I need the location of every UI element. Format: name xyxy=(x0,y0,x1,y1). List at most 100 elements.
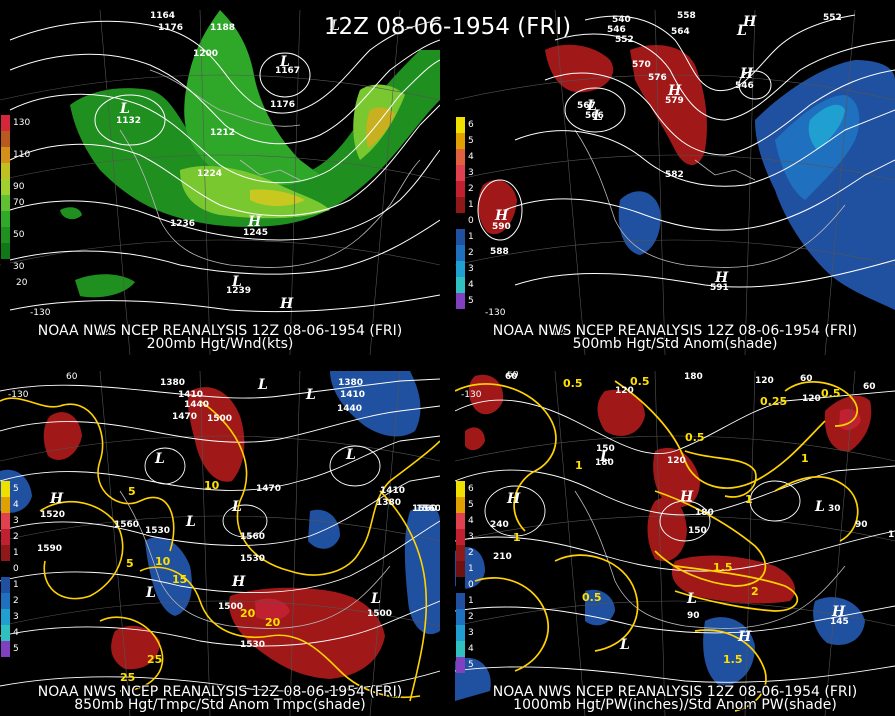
contour-label: 1212 xyxy=(210,128,235,138)
jet-max xyxy=(250,189,305,206)
contour-label: 1236 xyxy=(170,219,195,229)
contour-label: 546 xyxy=(607,25,626,35)
legend-label: 1 xyxy=(13,548,19,558)
contour-label: 552 xyxy=(615,35,634,45)
caption-source: NOAA NWS NCEP REANALYSIS 12Z 08-06-1954 … xyxy=(492,684,858,700)
temp-label: 5 xyxy=(128,485,136,498)
pw-label: 1 xyxy=(745,493,753,506)
contour-label: 1239 xyxy=(226,286,251,296)
contour-label: 1560 xyxy=(416,504,440,514)
contour-label: 1188 xyxy=(210,23,235,33)
contour-label: 60 xyxy=(863,382,876,392)
legend-label: 3 xyxy=(468,532,474,542)
contour-label: 588 xyxy=(490,247,509,257)
legend-swatch xyxy=(456,641,465,657)
legend-swatch xyxy=(456,181,465,197)
contour-label: 120 xyxy=(615,386,634,396)
contour-label: 1560 xyxy=(412,504,437,514)
temp-label: 10 xyxy=(155,555,171,568)
legend-swatch xyxy=(456,577,465,593)
jet-east-max xyxy=(366,107,395,148)
contour-label: 210 xyxy=(493,552,512,562)
contour-label: 180 xyxy=(595,458,614,468)
legend-item: 4 xyxy=(456,513,474,529)
anom-positive xyxy=(671,555,795,604)
jet-shade-2 xyxy=(184,10,320,186)
contour-label: 150 xyxy=(688,526,707,536)
legend-item: 50 xyxy=(1,227,30,243)
legend-item xyxy=(1,211,30,227)
contour-label: 576 xyxy=(648,73,667,83)
legend-label: 3 xyxy=(468,628,474,638)
contour-label: 150 xyxy=(888,530,895,540)
legend-label: 4 xyxy=(468,280,474,290)
legend-label: 30 xyxy=(13,262,25,272)
low-center: L xyxy=(619,637,630,653)
temp-label: 15 xyxy=(172,573,187,586)
legend-label: 1 xyxy=(468,596,474,606)
contour-label: 145 xyxy=(830,617,849,627)
legend-item: 3 xyxy=(1,609,19,625)
low-center: L xyxy=(586,98,597,114)
legend-item: 4 xyxy=(456,149,474,165)
axis-label: -130 xyxy=(30,308,51,318)
contour-label: 150 xyxy=(596,444,615,454)
anom-positive xyxy=(43,412,82,460)
coastlines xyxy=(574,490,846,629)
legend-label: 5 xyxy=(13,484,19,494)
caption-field: 1000mb Hgt/PW(inches)/Std Anom PW(shade) xyxy=(513,697,837,713)
contour-label: 1500 xyxy=(218,602,243,612)
pw-contours xyxy=(455,380,859,712)
high-center: H xyxy=(742,14,757,30)
anom-positive xyxy=(647,497,687,562)
contour-label: 1224 xyxy=(197,169,222,179)
panel-1000mb: 0.5 0.5 1 1 0.5 1 1.5 2 1.5 1 0.5 0.25 0… xyxy=(455,371,895,716)
legend-item: 3 xyxy=(456,625,474,641)
low-center: L xyxy=(370,591,381,607)
pw-label: 1 xyxy=(575,459,583,472)
legend-label: 5 xyxy=(13,644,19,654)
caption-source: NOAA NWS NCEP REANALYSIS 12Z 08-06-1954 … xyxy=(37,323,403,339)
legend-label: 2 xyxy=(468,548,474,558)
temp-label: 20 xyxy=(265,616,281,629)
low-center: L xyxy=(305,387,316,403)
low-center: L xyxy=(686,591,697,607)
anom-negative-west xyxy=(618,191,661,255)
legend-item: 4 xyxy=(1,497,19,513)
legend-item: 5 xyxy=(456,497,474,513)
legend-label: 3 xyxy=(13,612,19,622)
contour-label: 240 xyxy=(490,520,509,530)
legend-item: 90 xyxy=(1,179,30,195)
legend-item: 0 xyxy=(1,561,19,577)
legend-label: 3 xyxy=(13,516,19,526)
legend-swatch xyxy=(1,179,10,195)
legend-label: 4 xyxy=(13,500,19,510)
contour-label: 552 xyxy=(823,13,842,23)
contour-label: 1440 xyxy=(184,400,209,410)
contour-label: 1167 xyxy=(275,66,300,76)
high-center: H xyxy=(494,208,509,224)
legend-item: 2 xyxy=(456,609,474,625)
legend-item: 2 xyxy=(456,181,474,197)
legend-label: 1 xyxy=(468,232,474,242)
legend-swatch xyxy=(1,545,10,561)
legend-label: 1 xyxy=(468,564,474,574)
height-contours xyxy=(477,14,895,288)
legend-label: 2 xyxy=(13,596,19,606)
legend-swatch xyxy=(456,261,465,277)
contour-label: 1410 xyxy=(380,486,405,496)
legend-label: 90 xyxy=(13,182,25,192)
high-center: H xyxy=(831,604,846,620)
high-center: H xyxy=(679,489,694,505)
pw-label: 1.5 xyxy=(713,561,733,574)
contour-label: 546 xyxy=(735,81,754,91)
anom-negative xyxy=(145,537,192,616)
low-center: L xyxy=(814,499,825,515)
contour-label: 120 xyxy=(802,394,821,404)
axis-label: -120 xyxy=(94,328,115,338)
contour-label: 1176 xyxy=(158,23,183,33)
legend-swatch xyxy=(456,213,465,229)
legend-item: 130 xyxy=(1,115,30,131)
low-center: L xyxy=(231,499,242,515)
contour-label: 180 xyxy=(695,508,714,518)
